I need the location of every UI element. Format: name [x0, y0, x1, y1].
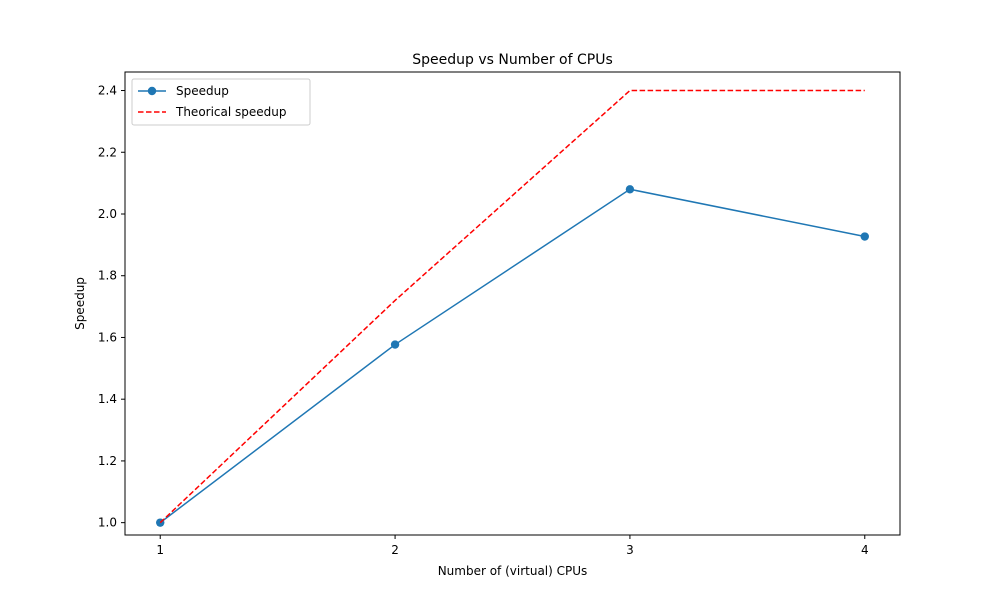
- y-tick-label: 2.0: [98, 207, 117, 221]
- speedup-point: [625, 185, 635, 194]
- chart-title: Speedup vs Number of CPUs: [412, 52, 613, 68]
- legend-speedup-label: Speedup: [176, 84, 229, 98]
- ticks-layer: 1 2 3 4 1.0 1.2 1.4 1.6 1.8 2.0 2.2 2.4: [98, 84, 869, 557]
- series-line-theorical-speedup: [159, 89, 865, 524]
- series-layer: [156, 89, 869, 527]
- legend-speedup-marker: [147, 86, 157, 96]
- speedup-point: [860, 232, 869, 241]
- y-tick-label: 1.8: [98, 269, 117, 283]
- x-tick-label: 3: [626, 543, 634, 557]
- x-axis-label: Number of (virtual) CPUs: [438, 564, 588, 578]
- x-tick-label: 2: [391, 543, 399, 557]
- plot-frame: [124, 71, 901, 536]
- legend-box: [131, 78, 311, 126]
- y-tick-label: 1.0: [98, 516, 117, 530]
- legend: Speedup Theorical speedup: [131, 78, 311, 126]
- y-tick-label: 1.2: [98, 454, 117, 468]
- y-tick-label: 1.4: [98, 392, 117, 406]
- series-line-speedup: [159, 188, 865, 524]
- speedup-point: [390, 340, 400, 349]
- x-tick-label: 4: [861, 543, 869, 557]
- y-axis-label: Speedup: [73, 277, 87, 330]
- y-tick-label: 2.2: [98, 145, 117, 159]
- x-tick-label: 1: [156, 543, 164, 557]
- y-tick-label: 2.4: [98, 84, 117, 98]
- y-tick-label: 1.6: [98, 330, 117, 344]
- legend-theorical-speedup-label: Theorical speedup: [175, 105, 287, 119]
